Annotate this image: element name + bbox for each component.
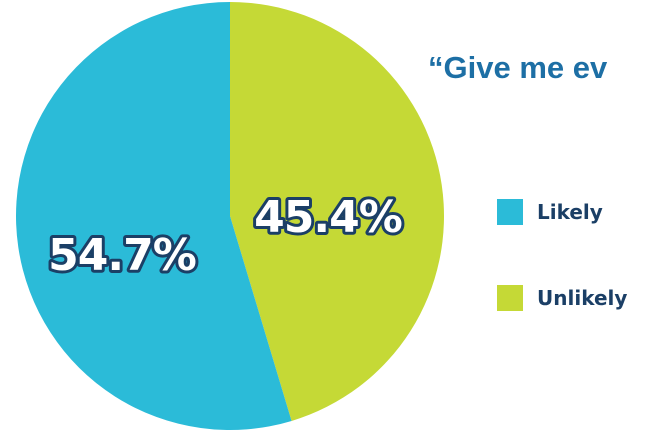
legend-item-unlikely: Unlikely bbox=[497, 284, 627, 312]
slice-label-likely: 54.7% bbox=[48, 230, 196, 281]
chart-title: “Give me ev bbox=[428, 50, 608, 85]
legend-item-likely: Likely bbox=[497, 198, 603, 226]
legend-label-unlikely: Unlikely bbox=[537, 286, 628, 310]
slice-label-unlikely: 45.4% bbox=[254, 192, 402, 243]
pie-slice-unlikely bbox=[230, 2, 444, 421]
legend-swatch-likely bbox=[497, 199, 523, 225]
pie-slice-likely bbox=[15, 2, 292, 430]
legend-swatch-unlikely bbox=[497, 285, 523, 311]
legend-label-likely: Likely bbox=[537, 200, 603, 224]
